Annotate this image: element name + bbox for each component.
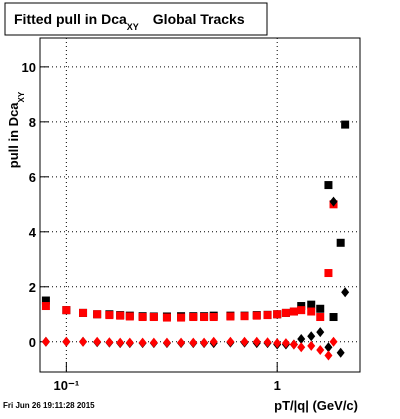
marker: [316, 304, 325, 313]
marker: [116, 311, 125, 320]
marker: [324, 269, 333, 278]
marker: [316, 313, 325, 322]
title-sub: XY: [127, 22, 139, 32]
marker: [138, 337, 147, 348]
marker: [62, 306, 71, 315]
marker: [93, 336, 102, 347]
title-main: Fitted pull in Dca: [14, 11, 127, 27]
marker: [240, 336, 249, 347]
y-label-sub: XY: [17, 91, 26, 102]
y-tick-label: 8: [29, 115, 36, 130]
marker: [240, 312, 249, 321]
marker: [297, 306, 306, 315]
marker: [62, 336, 71, 347]
marker: [209, 336, 218, 347]
marker: [162, 313, 171, 322]
marker: [162, 337, 171, 348]
marker: [273, 310, 282, 319]
marker: [307, 307, 316, 316]
footer: Fri Jun 26 19:11:28 2015: [3, 401, 95, 410]
marker: [324, 342, 333, 353]
marker: [324, 181, 333, 190]
marker: [79, 308, 88, 317]
marker: [177, 337, 186, 348]
y-tick-label: 6: [29, 170, 36, 185]
marker: [41, 296, 50, 305]
y-tick-label: 2: [29, 280, 36, 295]
y-label-main: pull in Dca: [6, 102, 21, 169]
marker: [316, 327, 325, 338]
marker: [281, 338, 290, 349]
marker: [263, 337, 272, 348]
marker: [297, 302, 306, 311]
marker: [200, 337, 209, 348]
marker: [200, 313, 209, 322]
marker: [252, 336, 261, 347]
marker: [177, 313, 186, 322]
marker: [79, 336, 88, 347]
chart-title: Fitted pull in DcaXY Global Tracks: [14, 11, 245, 32]
marker: [189, 313, 198, 322]
marker: [307, 300, 316, 309]
marker: [116, 337, 125, 348]
y-tick-label: 4: [29, 225, 37, 240]
marker: [138, 313, 147, 322]
marker: [105, 311, 114, 320]
marker: [209, 313, 218, 322]
marker: [41, 336, 50, 347]
plot-frame: [39, 37, 361, 373]
x-tick-label: 10⁻¹: [54, 378, 80, 393]
x-tick-label: 1: [274, 378, 281, 393]
marker: [329, 313, 338, 322]
marker: [149, 313, 158, 322]
marker: [41, 302, 50, 311]
plot-area: 0 2 4 6 8 10 10⁻¹ 1: [22, 37, 361, 393]
y-tick-label: 0: [29, 335, 36, 350]
marker: [316, 345, 325, 356]
title-rest: Global Tracks: [153, 11, 245, 27]
marker: [329, 196, 338, 207]
marker: [125, 312, 134, 321]
marker: [297, 334, 306, 345]
y-axis-label: pull in DcaXY: [6, 91, 26, 168]
marker: [307, 340, 316, 351]
marker: [336, 238, 345, 247]
marker: [341, 120, 350, 129]
marker: [125, 337, 134, 348]
y-tick-label: 10: [22, 60, 36, 75]
marker: [273, 338, 282, 349]
marker: [226, 336, 235, 347]
marker: [324, 350, 333, 361]
x-axis-label: pT/|q| (GeV/c): [274, 398, 358, 413]
marker: [252, 311, 261, 320]
marker: [263, 311, 272, 320]
title-box: [4, 2, 268, 36]
marker: [336, 347, 345, 358]
marker: [189, 337, 198, 348]
marker: [341, 287, 350, 298]
marker: [297, 342, 306, 353]
marker: [289, 307, 298, 316]
marker: [289, 339, 298, 350]
marker: [307, 331, 316, 342]
marker: [329, 336, 338, 347]
marker: [105, 337, 114, 348]
marker: [281, 308, 290, 317]
marker: [226, 312, 235, 321]
marker: [93, 310, 102, 319]
marker: [149, 337, 158, 348]
